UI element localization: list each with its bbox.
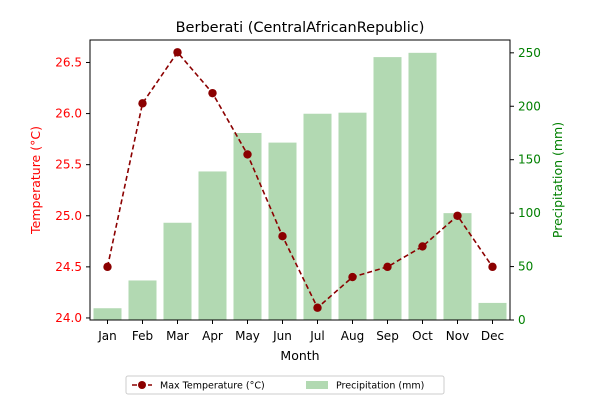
- temperature-point-feb: [138, 99, 147, 108]
- y-right-tick-label: 50: [518, 260, 533, 274]
- temperature-point-mar: [173, 48, 182, 57]
- temperature-point-dec: [488, 262, 497, 272]
- x-tick-label: Mar: [166, 329, 189, 343]
- temperature-point-jun: [278, 232, 287, 241]
- y-axis-right-label: Precipitation (mm): [550, 122, 565, 238]
- temperature-point-sep: [383, 262, 392, 272]
- y-right-tick-label: 100: [518, 206, 541, 220]
- x-tick-label: Jun: [272, 329, 292, 343]
- x-tick-label: Feb: [132, 329, 153, 343]
- y-left-tick-label: 25.0: [55, 209, 82, 223]
- y-left-tick-label: 25.5: [55, 158, 82, 172]
- precip-bar-may: [233, 132, 262, 320]
- legend-label-precipitation: Precipitation (mm): [336, 381, 424, 392]
- line-layer: [103, 48, 497, 312]
- y-left-tick-label: 24.5: [55, 260, 82, 274]
- y-right-tick-label: 250: [518, 46, 541, 60]
- precip-bar-dec: [478, 302, 507, 320]
- precip-bar-mar: [163, 222, 192, 320]
- x-tick-label: Aug: [341, 329, 364, 343]
- x-tick-label: May: [235, 329, 260, 343]
- temperature-point-jul: [313, 303, 322, 312]
- x-tick-label: Jul: [309, 329, 324, 343]
- legend-marker-swatch: [138, 381, 146, 389]
- x-tick-label: Jan: [97, 329, 117, 343]
- y-right-tick-label: 150: [518, 153, 541, 167]
- y-right-tick-label: 0: [518, 313, 526, 327]
- precip-bar-jul: [303, 113, 332, 321]
- precip-bar-jan: [93, 308, 122, 320]
- precip-bar-apr: [198, 171, 227, 320]
- precip-bar-feb: [128, 280, 157, 320]
- x-tick-label: Apr: [202, 329, 223, 343]
- precip-bar-sep: [373, 57, 402, 320]
- precip-bar-oct: [408, 52, 437, 320]
- chart-title: Berberati (CentralAfricanRepublic): [176, 20, 425, 36]
- x-tick-label: Sep: [376, 329, 399, 343]
- temperature-point-may: [243, 150, 252, 159]
- plot-frame: [89, 39, 511, 321]
- precip-bar-jun: [268, 142, 297, 320]
- temperature-point-apr: [208, 88, 217, 98]
- y-axis-right: 0 50 100 150 200 250: [510, 46, 541, 327]
- legend-bar-swatch: [306, 381, 328, 389]
- y-left-tick-label: 24.0: [55, 311, 82, 325]
- y-left-tick-label: 26.0: [55, 107, 82, 121]
- y-axis-left-label: Temperature (°C): [28, 126, 43, 235]
- y-left-tick-label: 26.5: [55, 55, 82, 69]
- legend-box: [125, 375, 445, 395]
- bars-layer: [93, 52, 507, 321]
- y-right-tick-label: 200: [518, 99, 541, 113]
- temperature-point-nov: [453, 211, 462, 220]
- legend-label-temperature: Max Temperature (°C): [160, 381, 265, 392]
- temperature-line: [106, 50, 494, 310]
- x-axis: Jan Feb Mar Apr May Jun Jul Aug Sep Oct Nov Dec: [97, 320, 504, 343]
- x-tick-label: Dec: [481, 329, 504, 343]
- temperature-point-aug: [348, 272, 357, 282]
- legend: Max Temperature (°C) Precipitation (mm): [125, 375, 445, 395]
- x-axis-label: Month: [280, 348, 319, 363]
- precip-bar-aug: [338, 112, 367, 320]
- y-axis-left: 24.0 24.5 25.0 25.5 26.0 26.5: [55, 55, 90, 325]
- temperature-point-oct: [418, 242, 427, 251]
- precip-bar-nov: [443, 213, 472, 320]
- x-tick-label: Oct: [412, 329, 433, 343]
- x-tick-label: Nov: [446, 329, 469, 343]
- temperature-point-jan: [103, 262, 112, 272]
